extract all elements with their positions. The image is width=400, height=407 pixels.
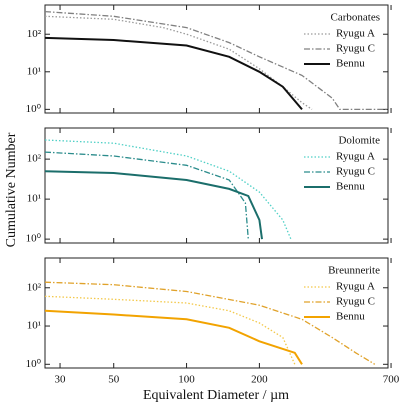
- legend-label: Ryugu C: [336, 166, 375, 178]
- series-line: [44, 10, 388, 111]
- y-tick-label: 10²: [27, 28, 42, 40]
- y-axis-label: Cumulative Number: [4, 132, 19, 247]
- legend-label: Ryugu A: [336, 151, 375, 163]
- plot-frame: [44, 257, 389, 369]
- x-tick-label: 700: [383, 374, 400, 386]
- y-tick-label: 10²: [27, 153, 42, 165]
- x-tick-label: 30: [55, 374, 67, 386]
- y-tick-label: 10¹: [27, 65, 41, 77]
- y-tick-label: 10²: [27, 281, 42, 293]
- y-tick-label: 10⁰: [26, 358, 42, 370]
- x-tick-label: 100: [178, 374, 195, 386]
- series-line: [44, 15, 313, 110]
- series-line: [44, 139, 292, 240]
- series-line: [44, 281, 376, 365]
- x-tick-label: 50: [108, 374, 120, 386]
- plot-frame: [44, 4, 389, 114]
- y-tick-label: 10¹: [27, 320, 41, 332]
- x-tick-label: 200: [251, 374, 268, 386]
- legend-title: Dolomite: [338, 135, 380, 147]
- y-tick-label: 10⁰: [26, 103, 42, 115]
- y-tick-label: 10¹: [27, 193, 41, 205]
- legend-title: Carbonates: [331, 12, 380, 24]
- series-line: [44, 36, 303, 111]
- legend-label: Ryugu A: [336, 28, 375, 40]
- plot-frame: [44, 127, 389, 244]
- series-line: [44, 151, 249, 240]
- legend-label: Bennu: [336, 181, 365, 193]
- legend-label: Ryugu C: [336, 296, 375, 308]
- legend-label: Ryugu C: [336, 43, 375, 55]
- legend-label: Ryugu A: [336, 281, 375, 293]
- series-line: [44, 295, 296, 365]
- x-axis-label: Equivalent Diameter / µm: [143, 388, 289, 403]
- series-line: [44, 170, 263, 240]
- series-line: [44, 309, 303, 365]
- y-tick-label: 10⁰: [26, 233, 42, 245]
- legend-label: Bennu: [336, 58, 365, 70]
- legend-title: Breunnerite: [328, 265, 380, 277]
- legend-label: Bennu: [336, 311, 365, 323]
